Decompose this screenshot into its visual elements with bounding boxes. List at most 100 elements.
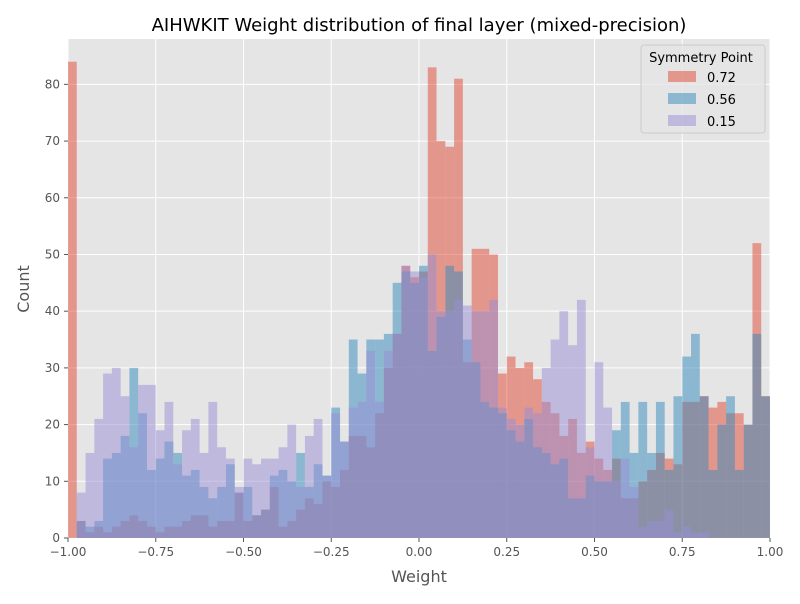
histogram-bar bbox=[68, 61, 77, 538]
histogram-bar bbox=[190, 418, 200, 538]
histogram-bar bbox=[691, 532, 700, 538]
histogram-bar bbox=[620, 458, 630, 538]
histogram-bar bbox=[287, 424, 297, 538]
histogram-bar bbox=[655, 401, 665, 538]
histogram-bar bbox=[585, 447, 595, 538]
histogram-bar bbox=[541, 367, 551, 538]
histogram-bar bbox=[76, 492, 86, 538]
histogram-bar bbox=[506, 418, 516, 538]
histogram-bar bbox=[576, 299, 586, 538]
y-axis-ticks: 0 10 20 30 40 50 60 70 80 bbox=[45, 77, 68, 545]
histogram-bar bbox=[85, 452, 95, 538]
histogram-bar bbox=[691, 333, 700, 538]
y-tick-label: 30 bbox=[45, 361, 60, 375]
histogram-bar bbox=[524, 407, 534, 538]
y-tick-label: 40 bbox=[45, 304, 60, 318]
histogram-bar bbox=[410, 271, 419, 538]
histogram-bar bbox=[454, 299, 463, 538]
y-tick-label: 70 bbox=[45, 134, 60, 148]
histogram-bar bbox=[726, 396, 735, 538]
histogram-bar bbox=[120, 396, 130, 538]
histogram-bar bbox=[436, 311, 446, 538]
legend-label-0.56: 0.56 bbox=[707, 93, 736, 108]
histogram-bar bbox=[392, 333, 402, 538]
histogram-bar bbox=[708, 469, 718, 538]
x-tick-label: −1.00 bbox=[50, 545, 87, 559]
histogram-bar bbox=[155, 430, 165, 538]
histogram-bar bbox=[111, 367, 121, 538]
histogram-bar bbox=[682, 356, 692, 538]
histogram-bar bbox=[594, 362, 604, 538]
histogram-bar bbox=[199, 452, 209, 538]
histogram-bar bbox=[533, 413, 542, 538]
histogram-bar bbox=[489, 299, 498, 538]
legend-label-0.72: 0.72 bbox=[707, 71, 736, 86]
legend-title: Symmetry Point bbox=[649, 51, 753, 66]
histogram-bar bbox=[129, 447, 139, 538]
histogram-bar bbox=[182, 430, 191, 538]
histogram-bar bbox=[699, 396, 709, 538]
y-tick-label: 20 bbox=[45, 418, 60, 432]
y-tick-label: 60 bbox=[45, 191, 60, 205]
chart-title: AIHWKIT Weight distribution of final lay… bbox=[152, 15, 687, 36]
histogram-bar bbox=[357, 401, 367, 538]
legend-swatch-0.72 bbox=[668, 71, 696, 82]
histogram-bar bbox=[419, 277, 428, 538]
histogram-bar bbox=[225, 458, 235, 538]
histogram-bar bbox=[296, 486, 305, 538]
histogram-bar bbox=[568, 345, 577, 538]
histogram-bar bbox=[383, 350, 393, 538]
histogram-bar bbox=[138, 384, 147, 538]
histogram-bar bbox=[480, 311, 490, 538]
y-tick-label: 10 bbox=[45, 474, 60, 488]
histogram-bar bbox=[603, 407, 613, 538]
histogram-bar bbox=[243, 458, 253, 538]
histogram-bar bbox=[278, 447, 288, 538]
legend-box bbox=[640, 44, 766, 134]
x-tick-label: −0.75 bbox=[137, 545, 174, 559]
histogram-bars bbox=[68, 61, 770, 539]
histogram-bar bbox=[550, 339, 560, 538]
histogram-bar bbox=[752, 333, 762, 538]
histogram-bar bbox=[638, 401, 648, 538]
histogram-bar bbox=[699, 532, 709, 538]
histogram-bar bbox=[322, 475, 332, 538]
histogram-bar bbox=[664, 509, 674, 538]
histogram-bar bbox=[208, 401, 218, 538]
histogram-bar bbox=[655, 520, 665, 538]
histogram-bar bbox=[304, 435, 314, 538]
histogram-bar bbox=[261, 458, 270, 538]
legend-swatch-0.56 bbox=[668, 93, 696, 104]
histogram-bar bbox=[164, 401, 174, 538]
y-axis-label: Count bbox=[14, 265, 33, 313]
histogram-bar bbox=[146, 384, 156, 538]
histogram-bar bbox=[252, 464, 262, 538]
histogram-bar bbox=[173, 464, 183, 538]
legend: Symmetry Point 0.72 0.56 0.15 bbox=[640, 44, 766, 134]
histogram-bar bbox=[717, 424, 727, 538]
series-0.15 bbox=[76, 254, 709, 538]
histogram-bar bbox=[234, 486, 244, 538]
x-tick-label: 0.00 bbox=[406, 545, 433, 559]
histogram-bar bbox=[445, 311, 455, 538]
x-tick-label: 1.00 bbox=[757, 545, 784, 559]
x-tick-label: −0.25 bbox=[313, 545, 350, 559]
histogram-bar bbox=[515, 424, 525, 538]
histogram-bar bbox=[471, 311, 481, 538]
histogram-bar bbox=[638, 526, 648, 538]
histogram-bar bbox=[559, 311, 569, 538]
histogram-bar bbox=[340, 441, 349, 538]
histogram-bar bbox=[673, 532, 683, 538]
histogram-bar bbox=[103, 373, 112, 538]
x-axis-ticks: −1.00 −0.75 −0.50 −0.25 0.00 0.25 0.50 0.75 1.00 bbox=[50, 538, 784, 559]
histogram-bar bbox=[497, 407, 507, 538]
histogram-bar bbox=[94, 418, 104, 538]
histogram-bar bbox=[743, 424, 753, 538]
histogram-bar bbox=[647, 452, 656, 538]
x-tick-label: −0.50 bbox=[225, 545, 262, 559]
histogram-bar bbox=[427, 254, 437, 538]
legend-label-0.15: 0.15 bbox=[707, 115, 736, 130]
y-tick-label: 80 bbox=[45, 77, 60, 91]
